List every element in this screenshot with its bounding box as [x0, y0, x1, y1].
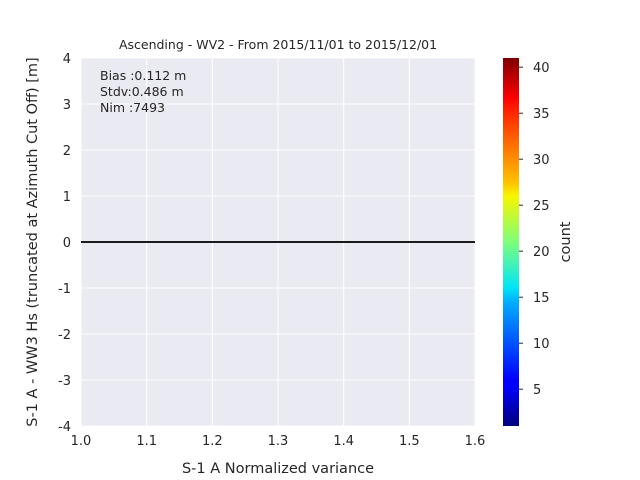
y-tick-label: 0 — [63, 236, 71, 251]
grid — [80, 57, 476, 427]
x-axis-label: S-1 A Normalized variance — [182, 461, 374, 477]
y-tick-label: -1 — [58, 282, 71, 297]
x-tick-label: 1.0 — [71, 434, 92, 449]
colorbar-tick-label: 25 — [533, 199, 550, 214]
x-tick-label: 1.6 — [465, 434, 486, 449]
chart-title: Ascending - WV2 - From 2015/11/01 to 201… — [119, 37, 437, 52]
colorbar-tick-label: 40 — [533, 61, 550, 76]
colorbar-tick-label: 35 — [533, 107, 550, 122]
y-tick-label: -3 — [58, 374, 71, 389]
colorbar-tick-label: 5 — [533, 383, 541, 398]
nim-annotation: Nim :7493 — [100, 100, 165, 115]
x-tick-label: 1.5 — [399, 434, 420, 449]
bias-annotation: Bias :0.112 m — [100, 68, 186, 83]
colorbar-tick-label: 30 — [533, 153, 550, 168]
colorbar-tick-label: 10 — [533, 337, 550, 352]
y-axis-label: S-1 A - WW3 Hs (truncated at Azimuth Cut… — [25, 57, 41, 426]
y-tick-label: 3 — [63, 98, 71, 113]
y-tick-label: 1 — [63, 190, 71, 205]
x-tick-label: 1.2 — [202, 434, 223, 449]
colorbar-tick-label: 20 — [533, 245, 550, 260]
y-axis-ticks: -4 -3 -2 -1 0 1 2 3 4 — [58, 52, 71, 435]
x-tick-label: 1.3 — [268, 434, 289, 449]
x-axis-ticks: 1.0 1.1 1.2 1.3 1.4 1.5 1.6 — [71, 434, 486, 449]
y-tick-label: -4 — [58, 420, 71, 435]
y-tick-label: 2 — [63, 144, 71, 159]
y-tick-label: -2 — [58, 328, 71, 343]
colorbar-tick-label: 15 — [533, 291, 550, 306]
x-tick-label: 1.4 — [333, 434, 354, 449]
colorbar — [503, 58, 519, 426]
x-tick-label: 1.1 — [136, 434, 157, 449]
y-tick-label: 4 — [63, 52, 71, 67]
stdv-annotation: Stdv:0.486 m — [100, 84, 184, 99]
colorbar-ticks: 5 10 15 20 25 30 35 40 — [519, 61, 550, 398]
colorbar-label: count — [558, 221, 574, 262]
